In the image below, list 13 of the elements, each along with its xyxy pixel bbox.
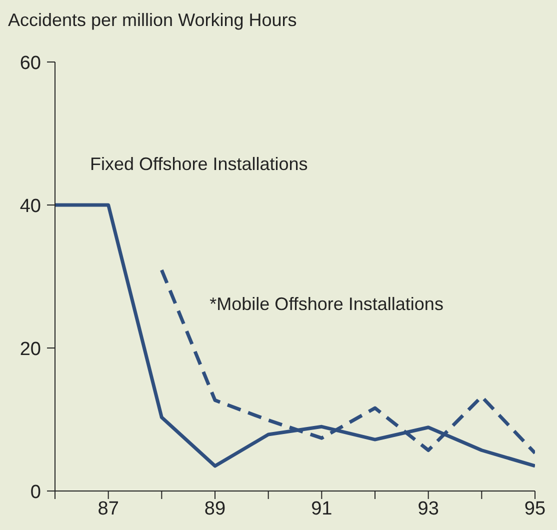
line-series — [55, 203, 535, 468]
y-tick-label: 20 — [20, 339, 41, 360]
y-tick-label: 0 — [30, 482, 41, 503]
y-axis-title: Accidents per million Working Hours — [8, 10, 297, 31]
series-label: Fixed Offshore Installations — [90, 154, 308, 174]
y-tick-label: 60 — [20, 53, 41, 74]
y-tick-label: 40 — [20, 196, 41, 217]
x-tick-label: 87 — [98, 498, 119, 520]
x-tick-label: 91 — [311, 498, 332, 520]
x-tick-label: 89 — [204, 498, 226, 520]
series-label: *Mobile Offshore Installations — [210, 294, 444, 314]
x-tick-label: 95 — [524, 498, 546, 520]
x-tick-label: 93 — [418, 498, 439, 520]
